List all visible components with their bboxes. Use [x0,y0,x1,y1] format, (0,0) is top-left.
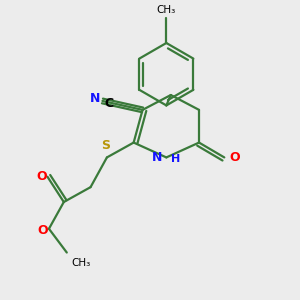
Text: O: O [38,224,48,237]
Text: H: H [171,154,180,164]
Text: N: N [90,92,100,105]
Text: S: S [101,139,110,152]
Text: O: O [37,170,47,183]
Text: CH₃: CH₃ [157,5,176,15]
Text: CH₃: CH₃ [71,258,91,268]
Text: N: N [152,151,162,164]
Text: C: C [104,98,113,110]
Text: O: O [230,151,240,164]
